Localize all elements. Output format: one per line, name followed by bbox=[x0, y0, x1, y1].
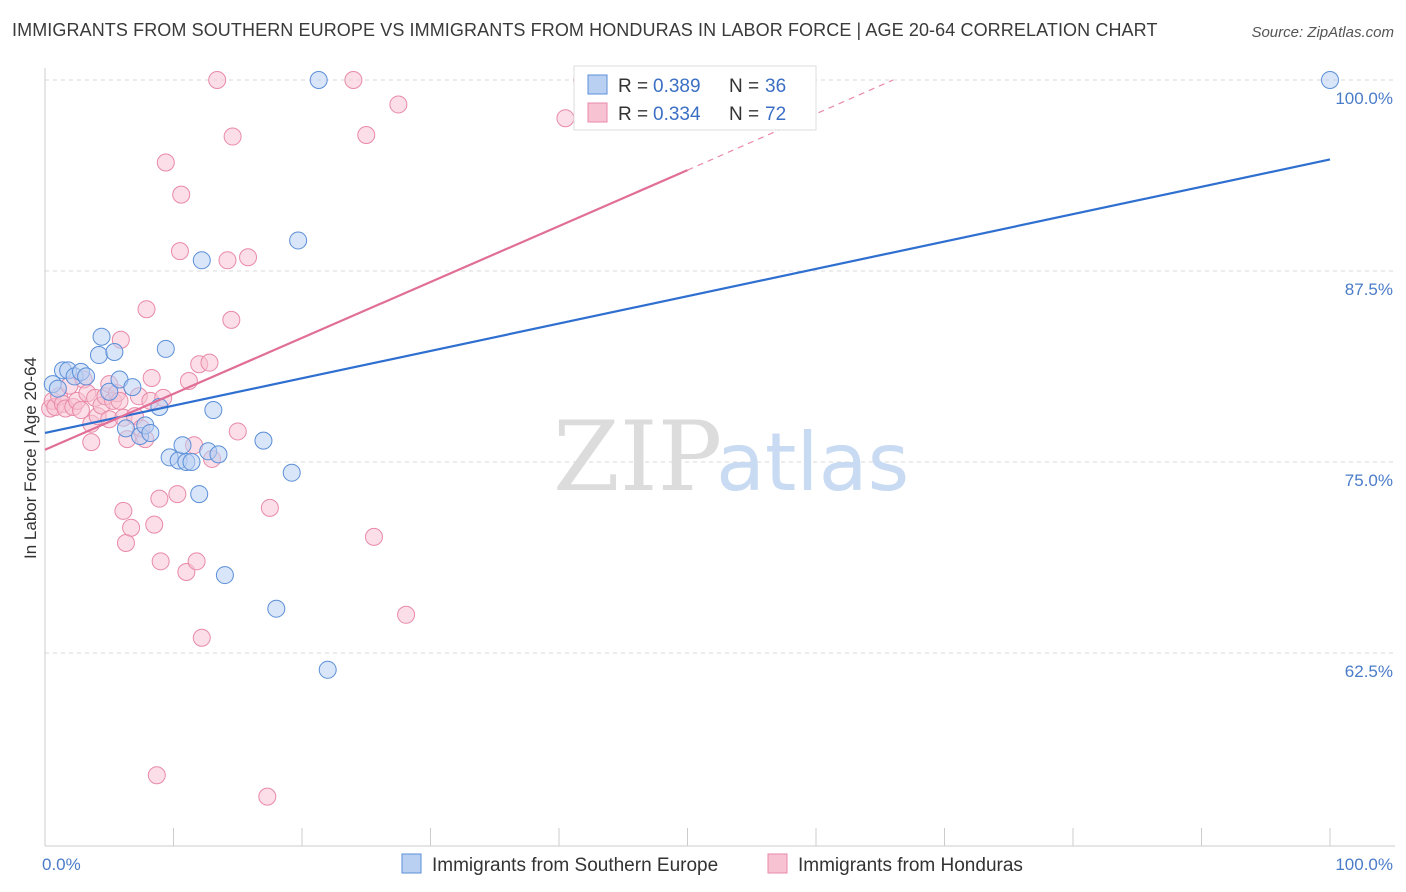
point-honduras-9 bbox=[71, 401, 90, 420]
point-southern-europe-1 bbox=[48, 379, 67, 398]
legend-r-label-2: R = bbox=[618, 104, 648, 125]
point-southern-europe-10 bbox=[105, 342, 124, 361]
point-honduras-66 bbox=[556, 109, 575, 128]
point-honduras-36 bbox=[145, 515, 164, 534]
point-honduras-38 bbox=[150, 489, 169, 508]
point-southern-europe-13 bbox=[123, 378, 142, 397]
point-honduras-62 bbox=[357, 126, 376, 145]
point-southern-europe-25 bbox=[192, 251, 211, 270]
stats-legend: R = 0.389 N = 36 R = 0.334 N = 72 bbox=[573, 65, 817, 131]
data-points bbox=[41, 71, 1339, 806]
point-honduras-13 bbox=[82, 433, 101, 452]
series-legend-swatch-blue bbox=[401, 853, 422, 874]
series-legend-label-2: Immigrants from Honduras bbox=[798, 855, 1023, 876]
chart-title: IMMIGRANTS FROM SOUTHERN EUROPE VS IMMIG… bbox=[12, 20, 1158, 40]
tick-labels: 62.5% 75.0% 87.5% 100.0% 0.0% 100.0% bbox=[42, 89, 1393, 874]
y-tick-label-2: 87.5% bbox=[1345, 280, 1393, 299]
point-honduras-25 bbox=[114, 501, 133, 520]
source-label: Source: ZipAtlas.com bbox=[1251, 24, 1394, 41]
point-honduras-61 bbox=[344, 71, 363, 89]
point-southern-europe-7 bbox=[89, 346, 108, 365]
point-southern-europe-32 bbox=[282, 463, 301, 482]
point-honduras-48 bbox=[187, 552, 206, 571]
point-honduras-53 bbox=[208, 71, 227, 89]
point-southern-europe-9 bbox=[100, 382, 119, 401]
legend-r-value-2: 0.334 bbox=[653, 104, 701, 125]
point-honduras-54 bbox=[218, 251, 237, 270]
point-honduras-56 bbox=[223, 127, 242, 146]
point-southern-europe-8 bbox=[92, 327, 111, 346]
point-southern-europe-21 bbox=[173, 436, 192, 455]
y-tick-label-1: 75.0% bbox=[1345, 471, 1393, 490]
point-southern-europe-27 bbox=[204, 401, 223, 420]
point-southern-europe-24 bbox=[190, 485, 209, 504]
series-legend: Immigrants from Southern Europe Immigran… bbox=[401, 853, 1023, 876]
axes bbox=[44, 68, 1395, 847]
x-tick-label-0: 0.0% bbox=[42, 855, 81, 874]
point-honduras-33 bbox=[137, 300, 156, 319]
point-southern-europe-30 bbox=[254, 431, 273, 450]
point-southern-europe-34 bbox=[309, 71, 328, 89]
point-southern-europe-29 bbox=[215, 566, 234, 585]
legend-r-value-1: 0.389 bbox=[653, 76, 701, 97]
point-honduras-64 bbox=[389, 95, 408, 114]
point-honduras-55 bbox=[222, 310, 241, 329]
point-honduras-63 bbox=[364, 527, 383, 546]
watermark: ZIP atlas bbox=[553, 401, 909, 513]
point-southern-europe-12 bbox=[116, 419, 135, 438]
point-southern-europe-16 bbox=[141, 423, 160, 442]
legend-swatch-pink bbox=[587, 102, 608, 123]
point-honduras-39 bbox=[151, 552, 170, 571]
point-honduras-57 bbox=[228, 422, 247, 441]
series-legend-label-1: Immigrants from Southern Europe bbox=[432, 855, 718, 876]
point-honduras-26 bbox=[116, 533, 135, 552]
point-southern-europe-33 bbox=[289, 231, 308, 250]
legend-r-label-1: R = bbox=[618, 76, 648, 97]
point-honduras-58 bbox=[239, 248, 258, 267]
x-tick-label-1: 100.0% bbox=[1335, 855, 1393, 874]
point-southern-europe-36 bbox=[1321, 71, 1339, 89]
point-honduras-51 bbox=[200, 353, 219, 372]
gridlines bbox=[45, 79, 1395, 654]
point-honduras-28 bbox=[122, 518, 141, 537]
watermark-zip: ZIP bbox=[553, 401, 722, 513]
point-honduras-37 bbox=[147, 766, 166, 785]
point-honduras-41 bbox=[156, 153, 175, 172]
trend-line-honduras bbox=[44, 169, 688, 451]
point-southern-europe-6 bbox=[77, 367, 96, 386]
y-axis-label: In Labor Force | Age 20-64 bbox=[21, 357, 40, 559]
point-honduras-59 bbox=[258, 787, 277, 806]
legend-n-value-2: 72 bbox=[765, 104, 786, 125]
point-southern-europe-28 bbox=[209, 445, 228, 464]
point-southern-europe-23 bbox=[182, 453, 201, 471]
series-legend-swatch-pink bbox=[767, 853, 788, 874]
legend-n-value-1: 36 bbox=[765, 76, 786, 97]
point-honduras-65 bbox=[397, 605, 416, 624]
y-tick-label-3: 100.0% bbox=[1335, 89, 1393, 108]
point-southern-europe-18 bbox=[156, 339, 175, 358]
y-tick-label-0: 62.5% bbox=[1345, 662, 1393, 681]
point-southern-europe-31 bbox=[267, 599, 286, 618]
point-honduras-35 bbox=[142, 368, 161, 387]
point-honduras-42 bbox=[168, 485, 187, 504]
point-honduras-60 bbox=[260, 498, 279, 517]
legend-n-label-1: N = bbox=[729, 76, 759, 97]
point-honduras-44 bbox=[172, 185, 191, 204]
point-southern-europe-35 bbox=[318, 660, 337, 679]
legend-swatch-blue bbox=[587, 74, 608, 95]
legend-n-label-2: N = bbox=[729, 104, 759, 125]
point-honduras-43 bbox=[170, 242, 189, 261]
trend-line-southern-europe bbox=[44, 158, 1331, 435]
point-honduras-50 bbox=[192, 628, 211, 647]
watermark-atlas: atlas bbox=[716, 416, 909, 509]
